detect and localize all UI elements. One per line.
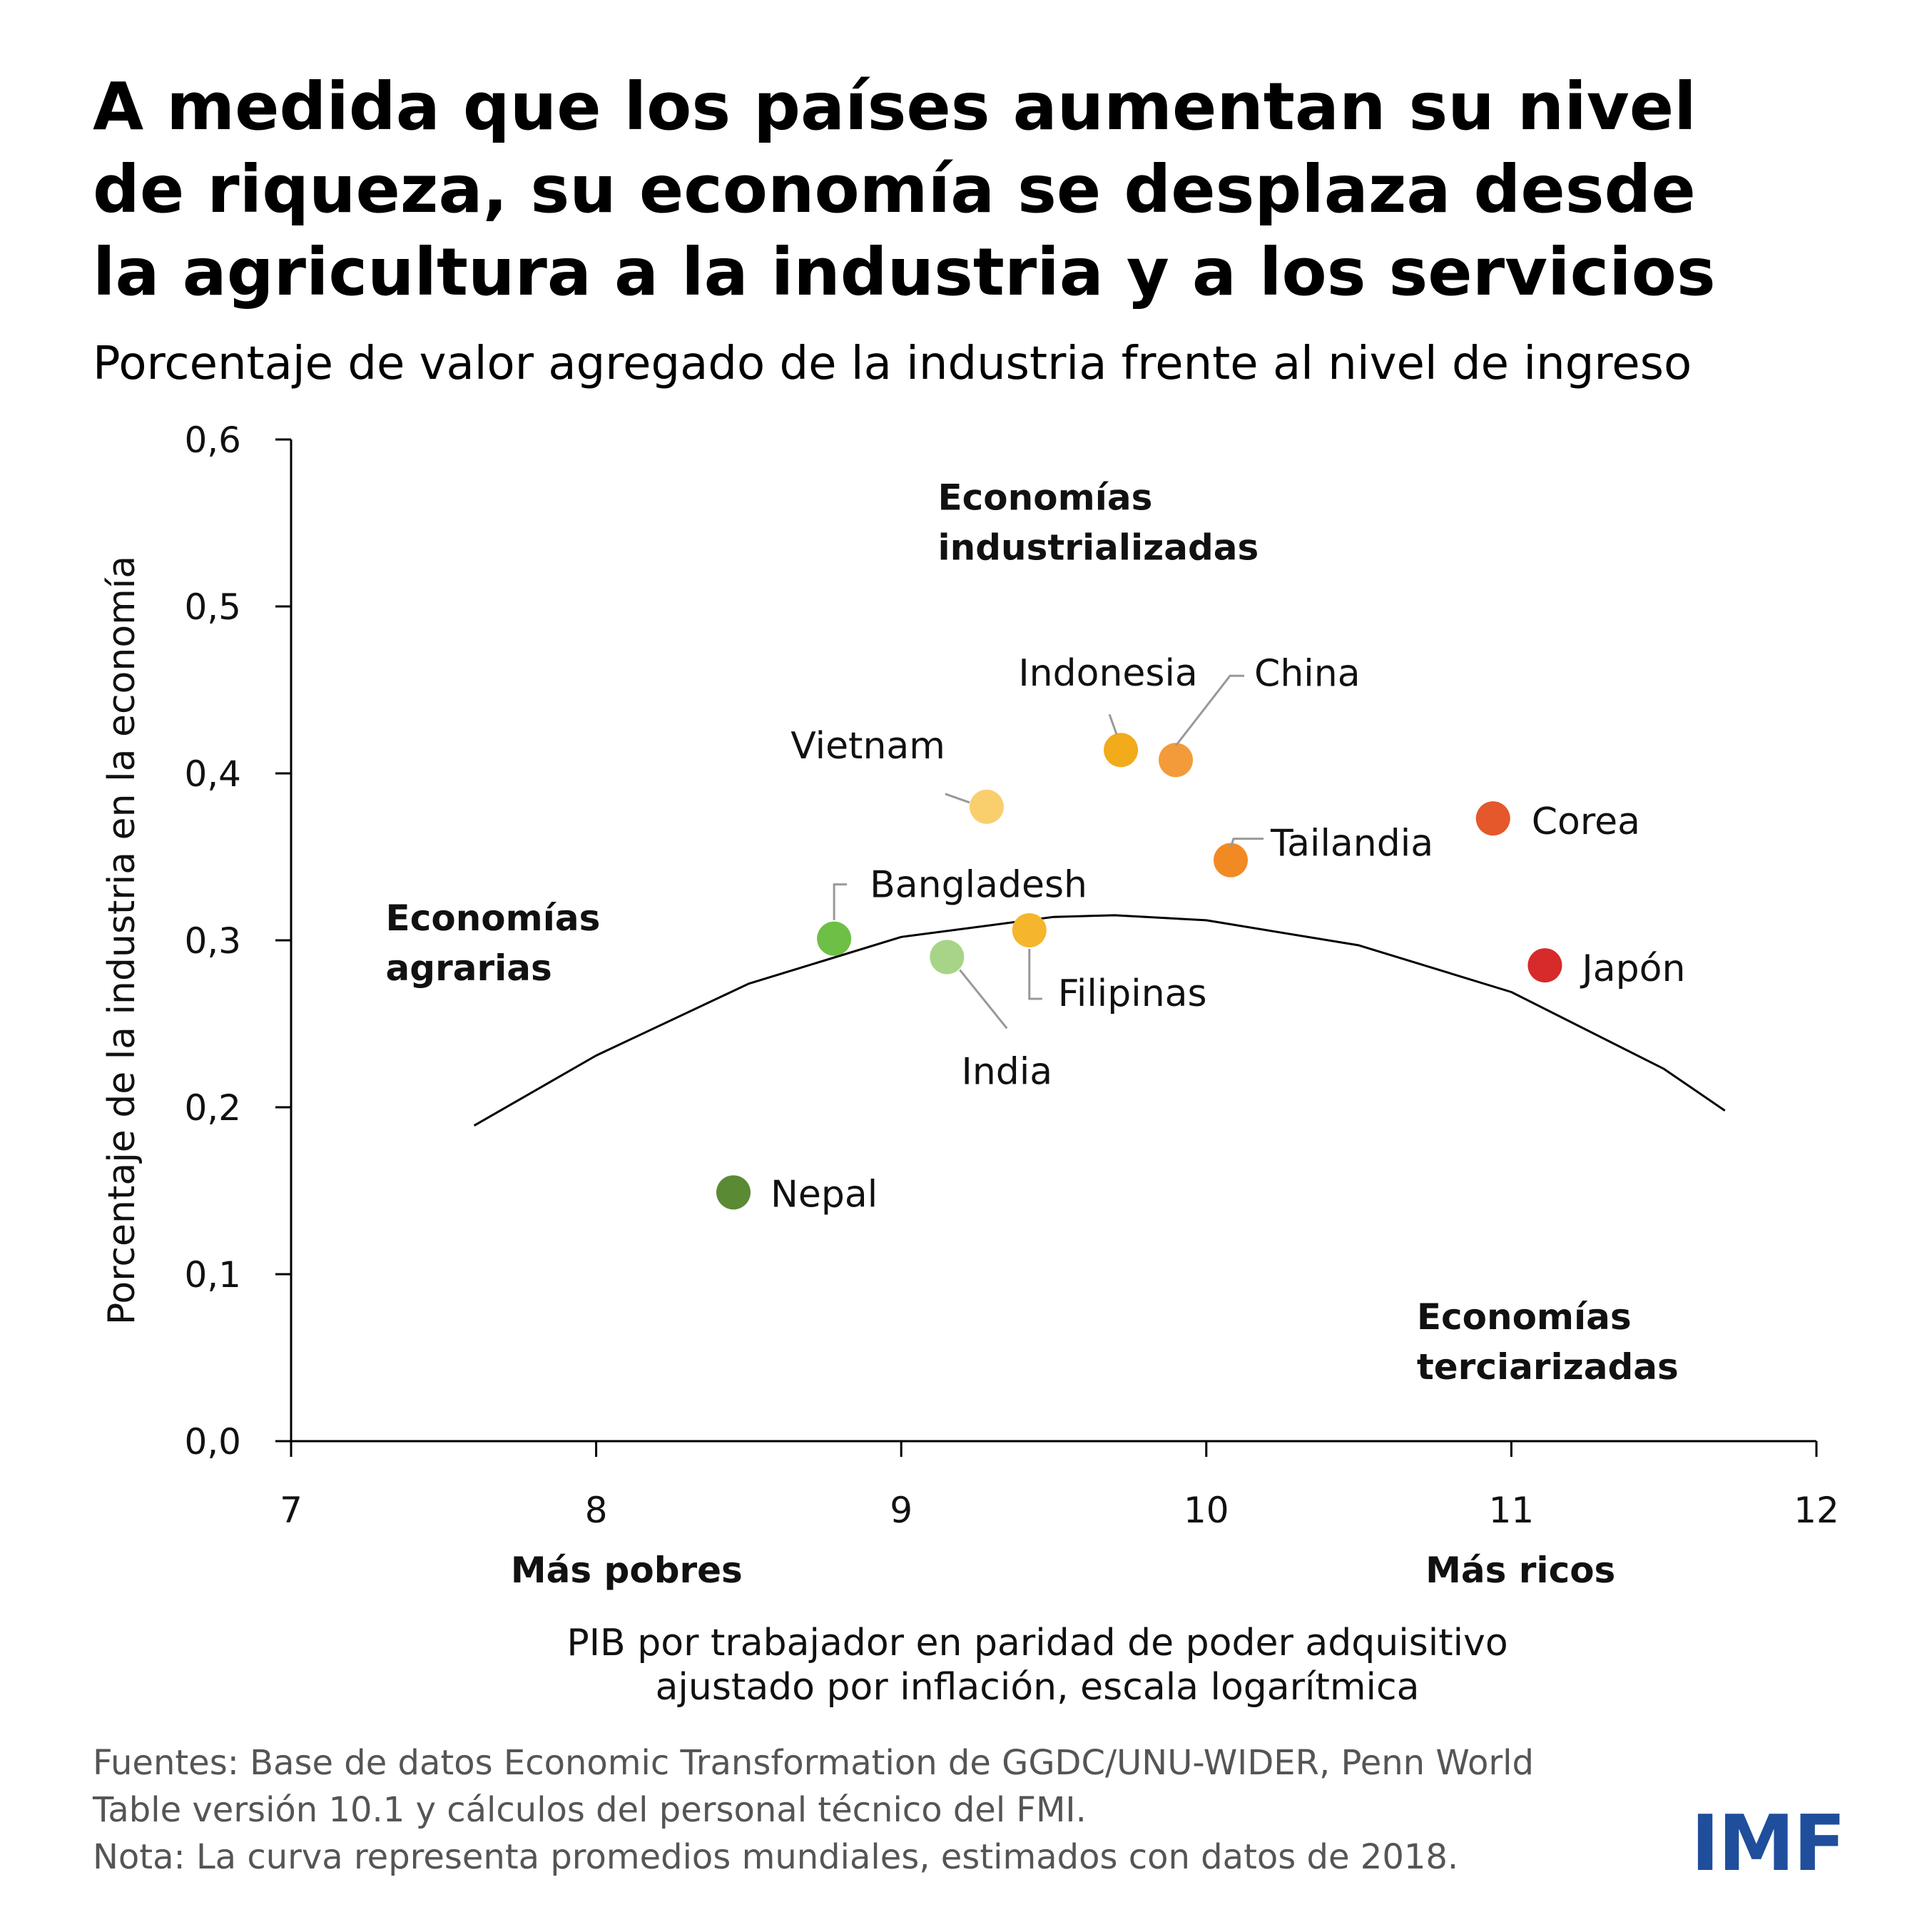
point-label: Bangladesh: [870, 864, 1087, 907]
region-label: Economías: [1417, 1296, 1632, 1338]
imf-logo: IMF: [1691, 1799, 1846, 1888]
note-line: Nota: La curva representa promedios mund…: [93, 1837, 1459, 1877]
y-tick-label: 0,3: [184, 920, 241, 962]
title-line: A medida que los países aumentan su nive…: [93, 68, 1697, 145]
footer: Fuentes: Base de datos Economic Transfor…: [93, 1739, 1662, 1881]
leader-line: [1108, 713, 1118, 735]
point-label: Indonesia: [1018, 652, 1197, 695]
point-nepal: [716, 1175, 751, 1210]
point-label: India: [962, 1050, 1053, 1093]
x-tick-label: 10: [1184, 1490, 1229, 1531]
trend-curve: [473, 914, 1726, 1127]
point-label: Japón: [1580, 947, 1685, 990]
leader-line: [945, 793, 970, 804]
y-tick-label: 0,1: [184, 1254, 241, 1296]
x-extreme-label: Más ricos: [1425, 1550, 1615, 1591]
leader-line: [1229, 838, 1264, 848]
y-tick-label: 0,2: [184, 1087, 241, 1129]
chart-title: A medida que los países aumentan su nive…: [93, 66, 1841, 314]
region-label: Economías: [386, 898, 601, 939]
point-label: China: [1254, 652, 1361, 695]
point-label: Tailandia: [1270, 823, 1433, 865]
data-points: [716, 733, 1562, 1210]
x-axis-title: ajustado por inflación, escala logarítmi…: [656, 1666, 1420, 1709]
title-line: de riqueza, su economía se desplaza desd…: [93, 151, 1696, 228]
x-tick-label: 9: [890, 1490, 912, 1531]
point-indonesia: [1104, 733, 1139, 768]
title-line: la agricultura a la industria y a los se…: [93, 234, 1716, 310]
region-label: industrializadas: [938, 527, 1259, 568]
leader-line: [833, 883, 848, 920]
sources-line: Table versión 10.1 y cálculos del person…: [93, 1790, 1087, 1830]
point-bangladesh: [817, 921, 852, 956]
annotations: Nepal Bangladesh India Vietnam Filipinas Indo…: [386, 477, 1686, 1388]
x-tick-label: 8: [585, 1490, 608, 1531]
y-axis-title: Porcentaje de la industria en la economí…: [101, 556, 143, 1325]
leader-line: [959, 969, 1008, 1029]
x-extreme-label: Más pobres: [511, 1550, 743, 1591]
point-tailandia: [1214, 843, 1249, 878]
chart-subtitle: Porcentaje de valor agregado de la indus…: [93, 337, 1692, 390]
region-label: agrarias: [386, 947, 552, 989]
point-label: Vietnam: [790, 725, 945, 768]
y-tick-label: 0,0: [184, 1421, 241, 1463]
x-axis-title: PIB por trabajador en paridad de poder a…: [566, 1622, 1508, 1664]
region-label: Economías: [938, 477, 1153, 518]
region-label: terciarizadas: [1417, 1346, 1679, 1388]
point-china: [1159, 743, 1194, 778]
point-label: Corea: [1532, 800, 1640, 843]
point-label: Nepal: [771, 1173, 878, 1216]
x-tick-label: 11: [1489, 1490, 1535, 1531]
y-tick-label: 0,4: [184, 753, 241, 795]
point-filipinas: [1012, 912, 1047, 947]
y-tick-label: 0,6: [184, 420, 241, 461]
x-tick-label: 7: [280, 1490, 302, 1531]
point-corea: [1475, 801, 1510, 836]
point-label: Filipinas: [1058, 972, 1207, 1015]
leader-line: [1028, 948, 1042, 1000]
trend-curve-layer: [473, 914, 1726, 1127]
y-tick-label: 0,5: [184, 586, 241, 628]
x-tick-label: 12: [1794, 1490, 1839, 1531]
sources-line: Fuentes: Base de datos Economic Transfor…: [93, 1743, 1534, 1783]
point-japón: [1527, 948, 1562, 983]
axes: 0,0 0,1 0,2 0,3 0,4 0,5 0,6 7 8 9 10 11 12 Más pobres…: [101, 420, 1839, 1709]
point-vietnam: [969, 789, 1004, 824]
point-india: [930, 940, 965, 975]
leader-line: [1174, 674, 1245, 747]
